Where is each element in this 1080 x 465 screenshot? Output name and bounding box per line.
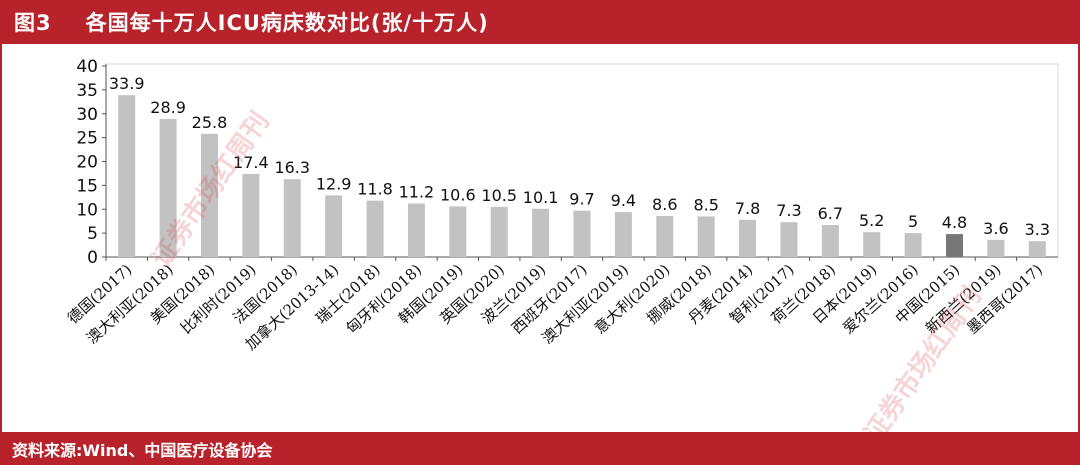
data-label: 12.9 xyxy=(316,174,352,193)
bar xyxy=(656,215,674,257)
bar xyxy=(697,216,715,257)
y-tick-label: 30 xyxy=(76,105,98,125)
data-label: 3.6 xyxy=(983,219,1008,238)
y-tick-label: 25 xyxy=(76,129,98,149)
data-label: 9.4 xyxy=(611,191,636,210)
bar xyxy=(1028,241,1046,257)
bar xyxy=(200,133,218,257)
chart-area: 0 5 10 15 20 25 30 35 40 33.9 德国(2017) 28.9 澳大利亚(201… xyxy=(0,44,1080,432)
data-label: 16.3 xyxy=(274,158,310,177)
figure-label: 图3 xyxy=(14,11,52,35)
bar xyxy=(366,200,384,257)
bar xyxy=(532,208,550,257)
data-label: 10.5 xyxy=(481,186,517,205)
data-label: 25.8 xyxy=(192,113,228,132)
data-label: 6.7 xyxy=(818,204,843,223)
bar xyxy=(739,219,757,257)
data-label: 5.2 xyxy=(859,211,884,230)
bar xyxy=(946,234,964,257)
y-tick-label: 15 xyxy=(76,176,98,196)
bar xyxy=(573,210,591,257)
data-label: 4.8 xyxy=(942,213,967,232)
y-tick-label: 5 xyxy=(87,224,98,244)
y-tick-label: 35 xyxy=(76,81,98,101)
data-label: 3.3 xyxy=(1025,220,1050,239)
title-bar: 图3 各国每十万人ICU病床数对比(张/十万人) xyxy=(0,0,1080,44)
bar xyxy=(242,173,260,257)
data-label: 33.9 xyxy=(109,74,145,93)
bar xyxy=(904,233,922,257)
y-tick-label: 40 xyxy=(76,57,98,77)
y-tick-label: 20 xyxy=(76,153,98,173)
data-label: 28.9 xyxy=(150,98,186,117)
bar xyxy=(821,225,839,257)
data-label: 9.7 xyxy=(569,190,594,209)
data-label: 5 xyxy=(908,212,918,231)
source-note: 资料来源:Wind、中国医疗设备协会 xyxy=(12,440,273,460)
chart-title: 各国每十万人ICU病床数对比(张/十万人) xyxy=(85,11,489,35)
y-tick-label: 10 xyxy=(76,200,98,220)
data-label: 8.5 xyxy=(693,195,718,214)
data-label: 10.6 xyxy=(440,185,476,204)
bar xyxy=(863,232,881,257)
data-label: 8.6 xyxy=(652,195,677,214)
bar xyxy=(449,206,467,257)
bar xyxy=(987,239,1005,257)
data-label: 10.1 xyxy=(523,188,559,207)
bar xyxy=(490,206,508,257)
data-label: 11.2 xyxy=(399,183,435,202)
data-label: 11.8 xyxy=(357,180,393,199)
bar xyxy=(780,222,798,257)
bar xyxy=(118,95,136,257)
y-tick-label: 0 xyxy=(87,248,98,268)
data-label: 7.3 xyxy=(776,201,801,220)
bar xyxy=(283,179,301,257)
data-label: 17.4 xyxy=(233,153,269,172)
bar xyxy=(159,119,177,257)
bar-chart: 051015202530354033.9德国(2017)28.9澳大利亚(201… xyxy=(64,57,1059,354)
bar xyxy=(614,212,632,257)
data-label: 7.8 xyxy=(735,199,760,218)
bar xyxy=(325,195,343,257)
bar xyxy=(407,203,425,257)
source-bar: 资料来源:Wind、中国医疗设备协会 xyxy=(0,432,1080,465)
